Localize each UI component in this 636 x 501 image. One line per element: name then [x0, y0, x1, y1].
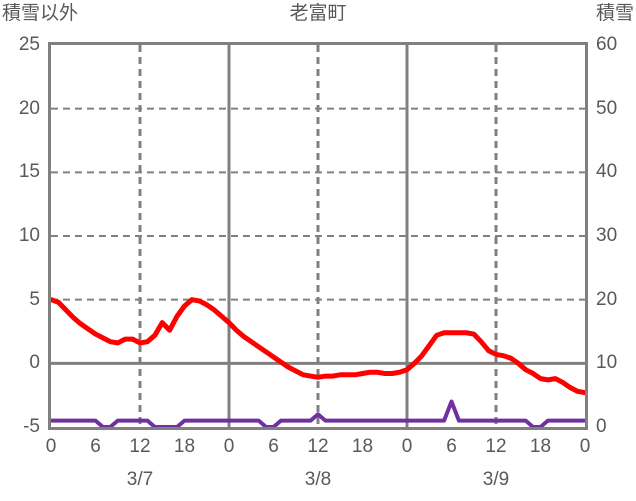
x-axis-tick: 6: [446, 436, 457, 457]
gridlines: [51, 45, 585, 427]
x-axis-tick: 6: [90, 436, 101, 457]
left-axis-title: 積雪以外: [2, 3, 79, 24]
x-axis-day-label: 3/9: [482, 469, 510, 490]
y-axis-right-tick: 50: [596, 97, 618, 119]
right-axis-title: 積雪: [595, 3, 634, 24]
y-axis-left-tick: 10: [18, 225, 40, 246]
y-axis-right-tick: 40: [596, 161, 618, 183]
series-layer: [51, 297, 585, 427]
y-axis-right-tick: 20: [596, 288, 618, 310]
x-axis-tick: 0: [401, 436, 413, 457]
x-axis-day-label: 3/8: [304, 469, 332, 490]
chart-title: 老富町: [289, 3, 347, 24]
x-axis-tick: 12: [307, 436, 329, 457]
y-axis-left-tick: -5: [23, 416, 40, 437]
x-axis-tick: 18: [529, 436, 552, 457]
y-axis-left-tick: 0: [29, 352, 40, 374]
x-axis-tick: 18: [351, 436, 374, 457]
y-axis-left-tick: 20: [18, 97, 40, 119]
x-axis-tick: 12: [485, 436, 507, 457]
x-axis-tick: 0: [223, 436, 235, 457]
x-axis-tick: 0: [45, 436, 57, 457]
y-axis-right-tick: 30: [596, 225, 618, 246]
y-axis-left-tick: 25: [18, 34, 40, 55]
y-axis-right-tick: 10: [596, 352, 618, 374]
y-axis-left-tick: 15: [18, 161, 40, 183]
x-axis-tick: 18: [173, 436, 196, 457]
y-axis-left-tick: 5: [29, 288, 40, 310]
x-axis-tick: 12: [129, 436, 151, 457]
plot-area: [48, 42, 588, 430]
plot-canvas: [51, 45, 585, 427]
x-axis-tick: 0: [579, 436, 591, 457]
y-axis-right-tick: 60: [596, 34, 618, 55]
series-line-other: [51, 297, 585, 396]
y-axis-right-tick: 0: [596, 416, 607, 437]
series-line-snow: [51, 399, 585, 427]
x-axis-tick: 6: [268, 436, 279, 457]
x-axis-day-label: 3/7: [126, 469, 154, 490]
